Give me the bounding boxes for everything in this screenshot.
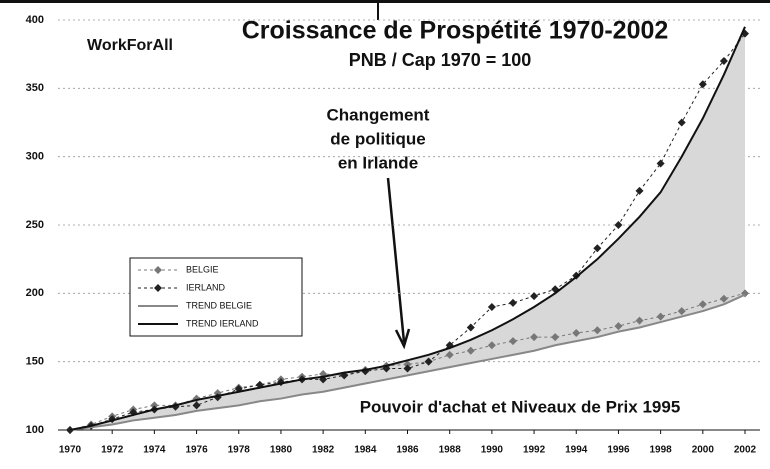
chart-subtitle: PNB / Cap 1970 = 100 xyxy=(349,50,532,70)
data-point xyxy=(635,186,644,195)
arrow-head xyxy=(394,328,411,350)
data-point xyxy=(551,333,560,342)
x-tick-label: 1970 xyxy=(59,445,82,456)
data-point xyxy=(635,316,644,325)
x-tick-label: 1988 xyxy=(439,445,462,456)
y-tick-label: 200 xyxy=(26,287,44,299)
x-tick-label: 1990 xyxy=(481,445,504,456)
data-point xyxy=(741,29,749,38)
y-tick-label: 350 xyxy=(26,82,44,94)
y-tick-label: 250 xyxy=(26,219,44,231)
data-point xyxy=(719,294,728,303)
data-point xyxy=(593,244,602,253)
data-point xyxy=(424,357,433,366)
x-tick-label: 1998 xyxy=(650,445,673,456)
trend-line xyxy=(69,26,746,431)
x-tick-label: 1974 xyxy=(143,445,166,456)
x-tick-label: 1992 xyxy=(523,445,546,456)
data-point xyxy=(530,333,539,342)
annotation-arrow xyxy=(386,177,406,343)
data-point xyxy=(403,364,412,373)
logo: WorkForAll xyxy=(87,37,173,54)
x-tick-label: 1978 xyxy=(228,445,251,456)
x-tick-label: 1982 xyxy=(312,445,335,456)
data-point xyxy=(445,350,454,359)
data-point xyxy=(530,292,539,301)
annotation-line: de politique xyxy=(330,129,425,148)
x-tick-label: 2000 xyxy=(692,445,715,456)
y-tick-label: 150 xyxy=(26,356,44,368)
y-tick-label: 300 xyxy=(26,151,44,163)
data-point xyxy=(403,360,412,369)
data-point xyxy=(508,337,517,346)
x-tick-label: 1996 xyxy=(607,445,630,456)
trend-line xyxy=(69,293,746,431)
data-point xyxy=(508,298,517,307)
data-point xyxy=(487,303,496,311)
footer-note: Pouvoir d'achat et Niveaux de Prix 1995 xyxy=(360,397,681,416)
x-tick-label: 2002 xyxy=(734,445,757,456)
y-tick-label: 400 xyxy=(26,14,44,26)
data-point xyxy=(466,323,475,332)
x-tick-label: 1976 xyxy=(185,445,208,456)
data-point xyxy=(698,80,707,89)
data-point xyxy=(192,401,201,410)
x-tick-label: 1994 xyxy=(565,445,588,456)
data-point xyxy=(593,326,602,335)
data-point xyxy=(614,221,623,229)
data-point xyxy=(572,328,581,337)
data-point xyxy=(677,307,686,316)
data-point xyxy=(719,57,728,65)
legend-marker xyxy=(154,266,162,274)
x-tick-label: 1986 xyxy=(396,445,419,456)
data-point xyxy=(466,346,475,355)
data-point xyxy=(656,312,665,321)
data-point xyxy=(656,159,665,168)
legend-label: BELGIE xyxy=(186,264,219,274)
series-line xyxy=(69,33,746,431)
legend-label: TREND IERLAND xyxy=(186,318,259,328)
annotation-line: en Irlande xyxy=(338,153,418,172)
legend-label: IERLAND xyxy=(186,282,226,292)
chart-title: Croissance de Prospétité 1970-2002 xyxy=(242,17,669,45)
legend-label: TREND BELGIE xyxy=(186,300,252,310)
data-point xyxy=(614,322,623,331)
x-tick-label: 1972 xyxy=(101,445,124,456)
x-tick-label: 1980 xyxy=(270,445,293,456)
annotation-line: Changement xyxy=(327,105,430,124)
y-tick-label: 100 xyxy=(26,424,44,436)
legend-marker xyxy=(154,284,162,292)
data-point xyxy=(150,401,159,410)
data-point xyxy=(487,341,496,350)
data-point xyxy=(677,118,686,127)
top-border xyxy=(0,0,770,3)
data-point xyxy=(698,300,707,309)
x-tick-label: 1984 xyxy=(354,445,377,456)
